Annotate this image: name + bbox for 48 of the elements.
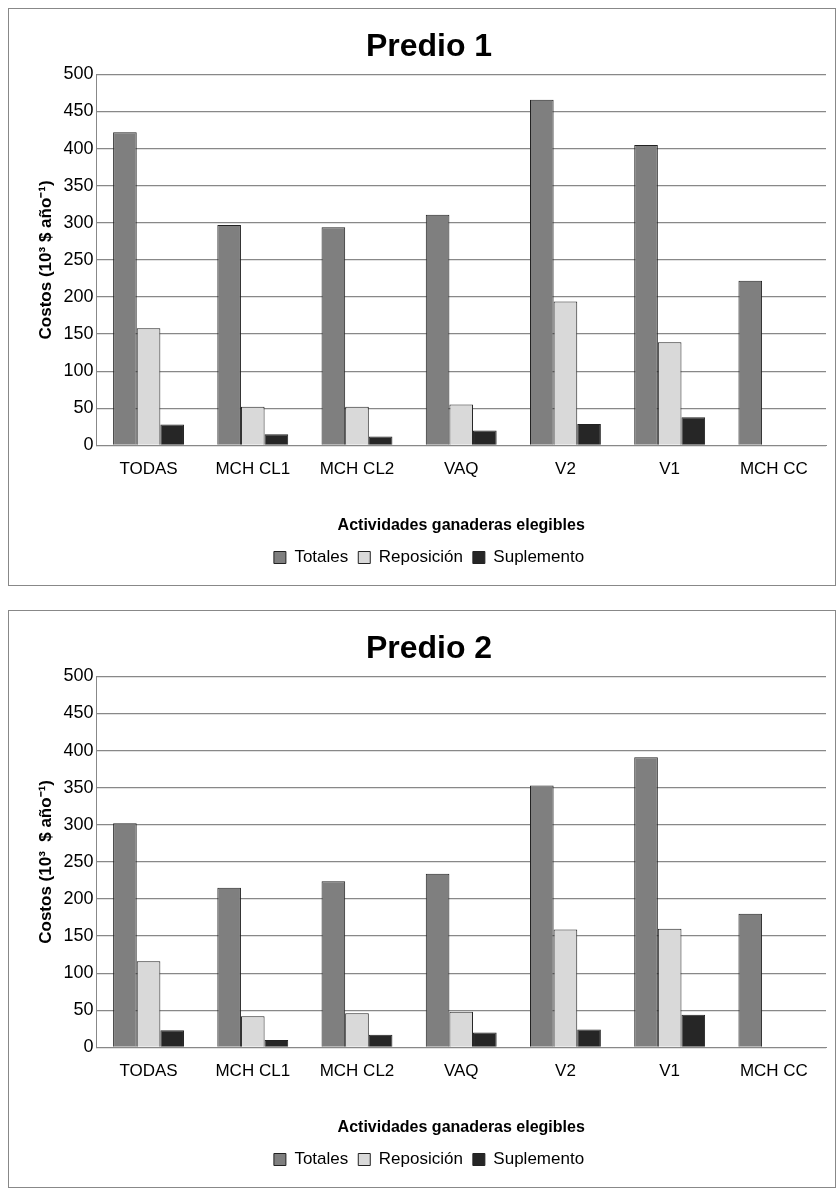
legend-label: Reposición <box>378 1149 463 1169</box>
legend-label: Suplemento <box>493 547 585 567</box>
x-axis-title: Actividades ganaderas elegibles <box>337 515 585 533</box>
x-tick-label: MCH CC <box>739 1061 808 1081</box>
y-tick-label: 350 <box>63 174 94 195</box>
y-tick-label: 100 <box>63 962 94 983</box>
x-tick-label: MCH CC <box>739 459 808 479</box>
y-tick-label: 300 <box>63 813 94 834</box>
y-tick-label: 50 <box>73 999 94 1020</box>
x-tick-label: MCH CL2 <box>319 1061 395 1081</box>
x-tick-label: MCH CL1 <box>215 459 291 479</box>
y-tick-label: 350 <box>63 776 94 797</box>
y-tick-label: 200 <box>63 887 94 908</box>
y-tick-label: 500 <box>63 665 94 686</box>
y-tick-label: 150 <box>63 323 94 344</box>
y-tick-label: 250 <box>63 248 94 269</box>
x-tick-label: MCH CL2 <box>319 459 395 479</box>
x-tick-label: V2 <box>555 459 576 479</box>
x-tick-label: TODAS <box>119 1061 178 1081</box>
x-tick-label: MCH CL1 <box>215 1061 291 1081</box>
x-tick-label: V1 <box>659 459 681 479</box>
y-tick-label: 300 <box>63 211 94 232</box>
x-tick-label: VAQ <box>443 1061 479 1081</box>
legend-label: Totales <box>294 547 349 567</box>
y-tick-label: 500 <box>63 63 94 84</box>
x-tick-label: TODAS <box>119 459 178 479</box>
y-tick-label: 150 <box>63 925 94 946</box>
y-tick-label: 200 <box>63 285 94 306</box>
y-tick-label: 0 <box>83 434 94 455</box>
y-tick-label: 100 <box>63 360 94 381</box>
y-tick-label: 400 <box>63 137 94 158</box>
y-tick-label: 450 <box>63 702 94 723</box>
x-tick-label: VAQ <box>443 459 479 479</box>
y-axis-title: Costos (10³ $ año⁻¹) <box>35 780 55 944</box>
chart-title: Predio 1 <box>365 27 493 64</box>
x-tick-label: V2 <box>555 1061 576 1081</box>
y-tick-label: 50 <box>73 397 94 418</box>
y-tick-label: 250 <box>63 850 94 871</box>
y-tick-label: 400 <box>63 739 94 760</box>
y-tick-label: 450 <box>63 100 94 121</box>
x-axis-title: Actividades ganaderas elegibles <box>337 1117 585 1135</box>
legend-label: Suplemento <box>493 1149 585 1169</box>
y-tick-label: 0 <box>83 1036 94 1057</box>
y-axis-title: Costos (10³ $ año⁻¹) <box>35 180 55 340</box>
x-tick-label: V1 <box>659 1061 681 1081</box>
legend-label: Totales <box>294 1149 349 1169</box>
legend-label: Reposición <box>378 547 463 567</box>
chart-title: Predio 2 <box>365 629 493 666</box>
